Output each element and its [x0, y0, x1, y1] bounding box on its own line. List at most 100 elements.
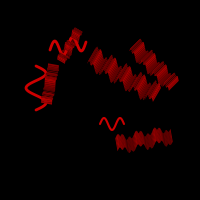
- Polygon shape: [133, 43, 143, 53]
- Polygon shape: [136, 52, 146, 63]
- Polygon shape: [145, 54, 156, 66]
- Polygon shape: [112, 67, 120, 82]
- Polygon shape: [159, 75, 170, 85]
- Polygon shape: [111, 68, 119, 83]
- Polygon shape: [168, 76, 178, 88]
- Polygon shape: [126, 76, 134, 91]
- Polygon shape: [131, 39, 141, 49]
- Polygon shape: [135, 132, 137, 146]
- Polygon shape: [67, 40, 75, 45]
- Polygon shape: [142, 50, 152, 60]
- Polygon shape: [145, 84, 154, 99]
- Polygon shape: [146, 83, 154, 98]
- Polygon shape: [88, 47, 96, 63]
- Polygon shape: [118, 135, 121, 148]
- Polygon shape: [115, 137, 118, 151]
- Polygon shape: [125, 75, 133, 91]
- Polygon shape: [105, 59, 114, 74]
- Polygon shape: [144, 86, 152, 100]
- Polygon shape: [95, 56, 103, 72]
- Polygon shape: [94, 53, 102, 68]
- Polygon shape: [72, 31, 80, 37]
- Polygon shape: [164, 73, 174, 83]
- Polygon shape: [59, 55, 67, 60]
- Polygon shape: [60, 52, 68, 57]
- Polygon shape: [109, 61, 117, 77]
- Polygon shape: [138, 79, 147, 95]
- Polygon shape: [151, 65, 161, 76]
- Polygon shape: [132, 42, 142, 52]
- Polygon shape: [159, 128, 162, 141]
- Polygon shape: [44, 87, 55, 90]
- Polygon shape: [119, 66, 128, 79]
- Polygon shape: [64, 45, 72, 51]
- Polygon shape: [65, 44, 73, 50]
- Polygon shape: [164, 133, 167, 146]
- Polygon shape: [143, 86, 152, 100]
- Polygon shape: [130, 138, 133, 151]
- Polygon shape: [148, 83, 157, 97]
- Polygon shape: [143, 53, 153, 64]
- Polygon shape: [41, 97, 52, 100]
- Polygon shape: [133, 42, 143, 53]
- Polygon shape: [116, 68, 124, 83]
- Polygon shape: [158, 73, 168, 84]
- Polygon shape: [156, 65, 166, 75]
- Polygon shape: [165, 75, 176, 85]
- Polygon shape: [42, 94, 53, 97]
- Polygon shape: [69, 41, 77, 45]
- Polygon shape: [120, 68, 129, 82]
- Polygon shape: [61, 54, 70, 59]
- Polygon shape: [130, 76, 139, 91]
- Polygon shape: [46, 76, 57, 78]
- Polygon shape: [161, 75, 171, 85]
- Polygon shape: [117, 134, 120, 148]
- Polygon shape: [168, 77, 178, 89]
- Polygon shape: [44, 89, 55, 92]
- Polygon shape: [128, 77, 137, 91]
- Polygon shape: [153, 61, 163, 72]
- Polygon shape: [61, 54, 69, 59]
- Polygon shape: [66, 42, 74, 47]
- Polygon shape: [113, 67, 122, 81]
- Polygon shape: [48, 67, 59, 70]
- Polygon shape: [64, 46, 72, 52]
- Polygon shape: [135, 45, 145, 57]
- Polygon shape: [155, 128, 158, 141]
- Polygon shape: [170, 129, 173, 143]
- Polygon shape: [152, 130, 155, 144]
- Polygon shape: [166, 77, 176, 87]
- Polygon shape: [122, 66, 130, 81]
- Polygon shape: [145, 136, 148, 150]
- Polygon shape: [160, 74, 170, 84]
- Polygon shape: [115, 69, 124, 84]
- Polygon shape: [108, 60, 117, 75]
- Polygon shape: [101, 58, 110, 73]
- Polygon shape: [43, 94, 54, 96]
- Polygon shape: [138, 133, 140, 146]
- Polygon shape: [138, 53, 149, 63]
- Polygon shape: [120, 137, 123, 149]
- Polygon shape: [162, 76, 173, 87]
- Polygon shape: [151, 83, 159, 98]
- Polygon shape: [137, 132, 140, 145]
- Polygon shape: [144, 86, 153, 101]
- Polygon shape: [139, 54, 149, 65]
- Polygon shape: [127, 75, 135, 89]
- Polygon shape: [142, 132, 145, 146]
- Polygon shape: [43, 93, 54, 95]
- Polygon shape: [132, 72, 140, 87]
- Polygon shape: [47, 69, 58, 71]
- Polygon shape: [72, 30, 80, 36]
- Polygon shape: [140, 53, 150, 64]
- Polygon shape: [162, 132, 165, 146]
- Polygon shape: [99, 59, 107, 73]
- Polygon shape: [152, 63, 162, 74]
- Polygon shape: [73, 30, 81, 35]
- Polygon shape: [161, 129, 163, 143]
- Polygon shape: [92, 50, 100, 65]
- Polygon shape: [44, 86, 55, 89]
- Polygon shape: [66, 42, 74, 47]
- Polygon shape: [69, 41, 77, 46]
- Polygon shape: [147, 80, 155, 95]
